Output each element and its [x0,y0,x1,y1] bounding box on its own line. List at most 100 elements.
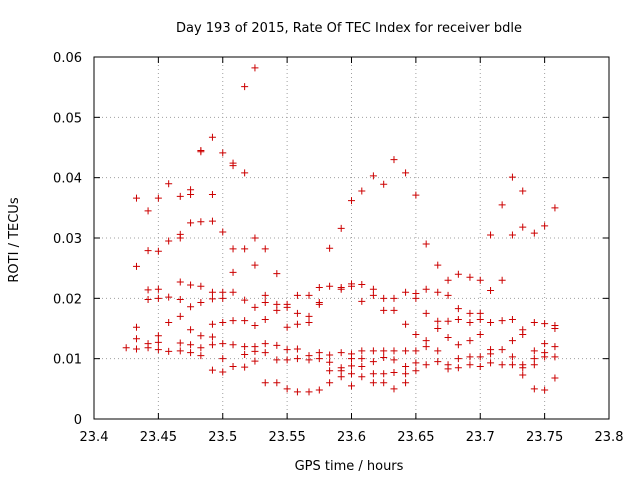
data-point [219,228,227,236]
data-point [208,366,216,374]
data-point [454,305,462,313]
y-tick-label: 0.05 [53,111,82,126]
data-point [454,270,462,278]
data-point [498,346,506,354]
x-axis-label: GPS time / hours [295,459,404,474]
data-point [466,361,474,369]
data-point [229,288,237,296]
data-point [251,347,259,355]
data-point [283,303,291,311]
data-point [530,318,538,326]
data-point [412,294,420,302]
data-point [261,299,269,307]
data-point [390,356,398,364]
data-point [444,365,452,373]
data-point [380,353,388,361]
data-point [358,373,366,381]
data-point [348,370,355,378]
data-point [369,291,377,299]
data-point [326,358,334,366]
data-point [380,306,388,314]
data-point [476,363,484,371]
data-point [487,350,495,358]
data-point [273,341,281,349]
data-point [444,276,452,284]
data-point [197,344,205,352]
data-point [229,162,237,170]
data-point [519,364,527,372]
data-point [241,245,249,253]
data-point [132,345,140,353]
y-tick-label: 0.06 [53,51,82,66]
data-point [144,286,152,294]
data-point [380,379,388,387]
data-point [229,363,237,371]
data-point [326,351,334,359]
data-point [454,315,462,323]
data-point [390,385,398,393]
data-point [208,133,216,141]
data-point [219,318,227,326]
data-point [422,285,430,293]
data-point [390,294,398,302]
data-point [422,337,430,345]
data-point [273,300,281,308]
data-point [273,379,281,387]
data-point [187,341,195,349]
data-point [444,317,452,325]
data-point [369,370,377,378]
data-point [508,231,516,239]
data-point [176,234,184,242]
data-point [337,285,345,293]
data-point [176,312,184,320]
data-point [358,187,366,195]
data-point [541,353,549,361]
data-point [380,347,388,355]
data-point [348,282,355,290]
data-point [154,346,162,354]
data-point [219,340,227,348]
data-point [261,340,269,348]
data-point [326,367,334,375]
data-point [412,347,420,355]
x-tick-label: 23.4 [80,430,109,445]
data-point [154,332,162,340]
data-point [390,369,398,377]
data-point [402,363,410,371]
data-point [165,180,173,188]
data-point [154,247,162,255]
data-point [122,344,130,352]
y-axis-label: ROTI / TECUs [7,197,22,282]
data-point [315,349,323,357]
data-point [197,352,205,360]
data-point [315,386,323,394]
data-point [476,331,484,339]
data-point [197,148,205,156]
data-point [390,306,398,314]
y-tick-label: 0.03 [53,232,82,247]
data-point [530,229,538,237]
data-point [293,355,301,363]
data-point [476,276,484,284]
data-point [530,361,538,369]
data-point [348,382,355,390]
data-point [187,219,195,227]
data-point [444,334,452,342]
data-point [466,273,474,281]
data-point [219,149,227,157]
data-point [144,344,152,352]
data-point [541,222,549,230]
data-point [369,347,377,355]
chart-title: Day 193 of 2015, Rate Of TEC Index for r… [176,21,522,36]
data-point [541,320,549,328]
data-point [551,204,559,212]
data-point [154,294,162,302]
data-point [208,320,216,328]
data-point [241,343,249,351]
data-point [208,295,216,303]
data-point [176,296,184,304]
data-point [380,370,388,378]
data-point [293,320,301,328]
data-point [434,317,442,325]
